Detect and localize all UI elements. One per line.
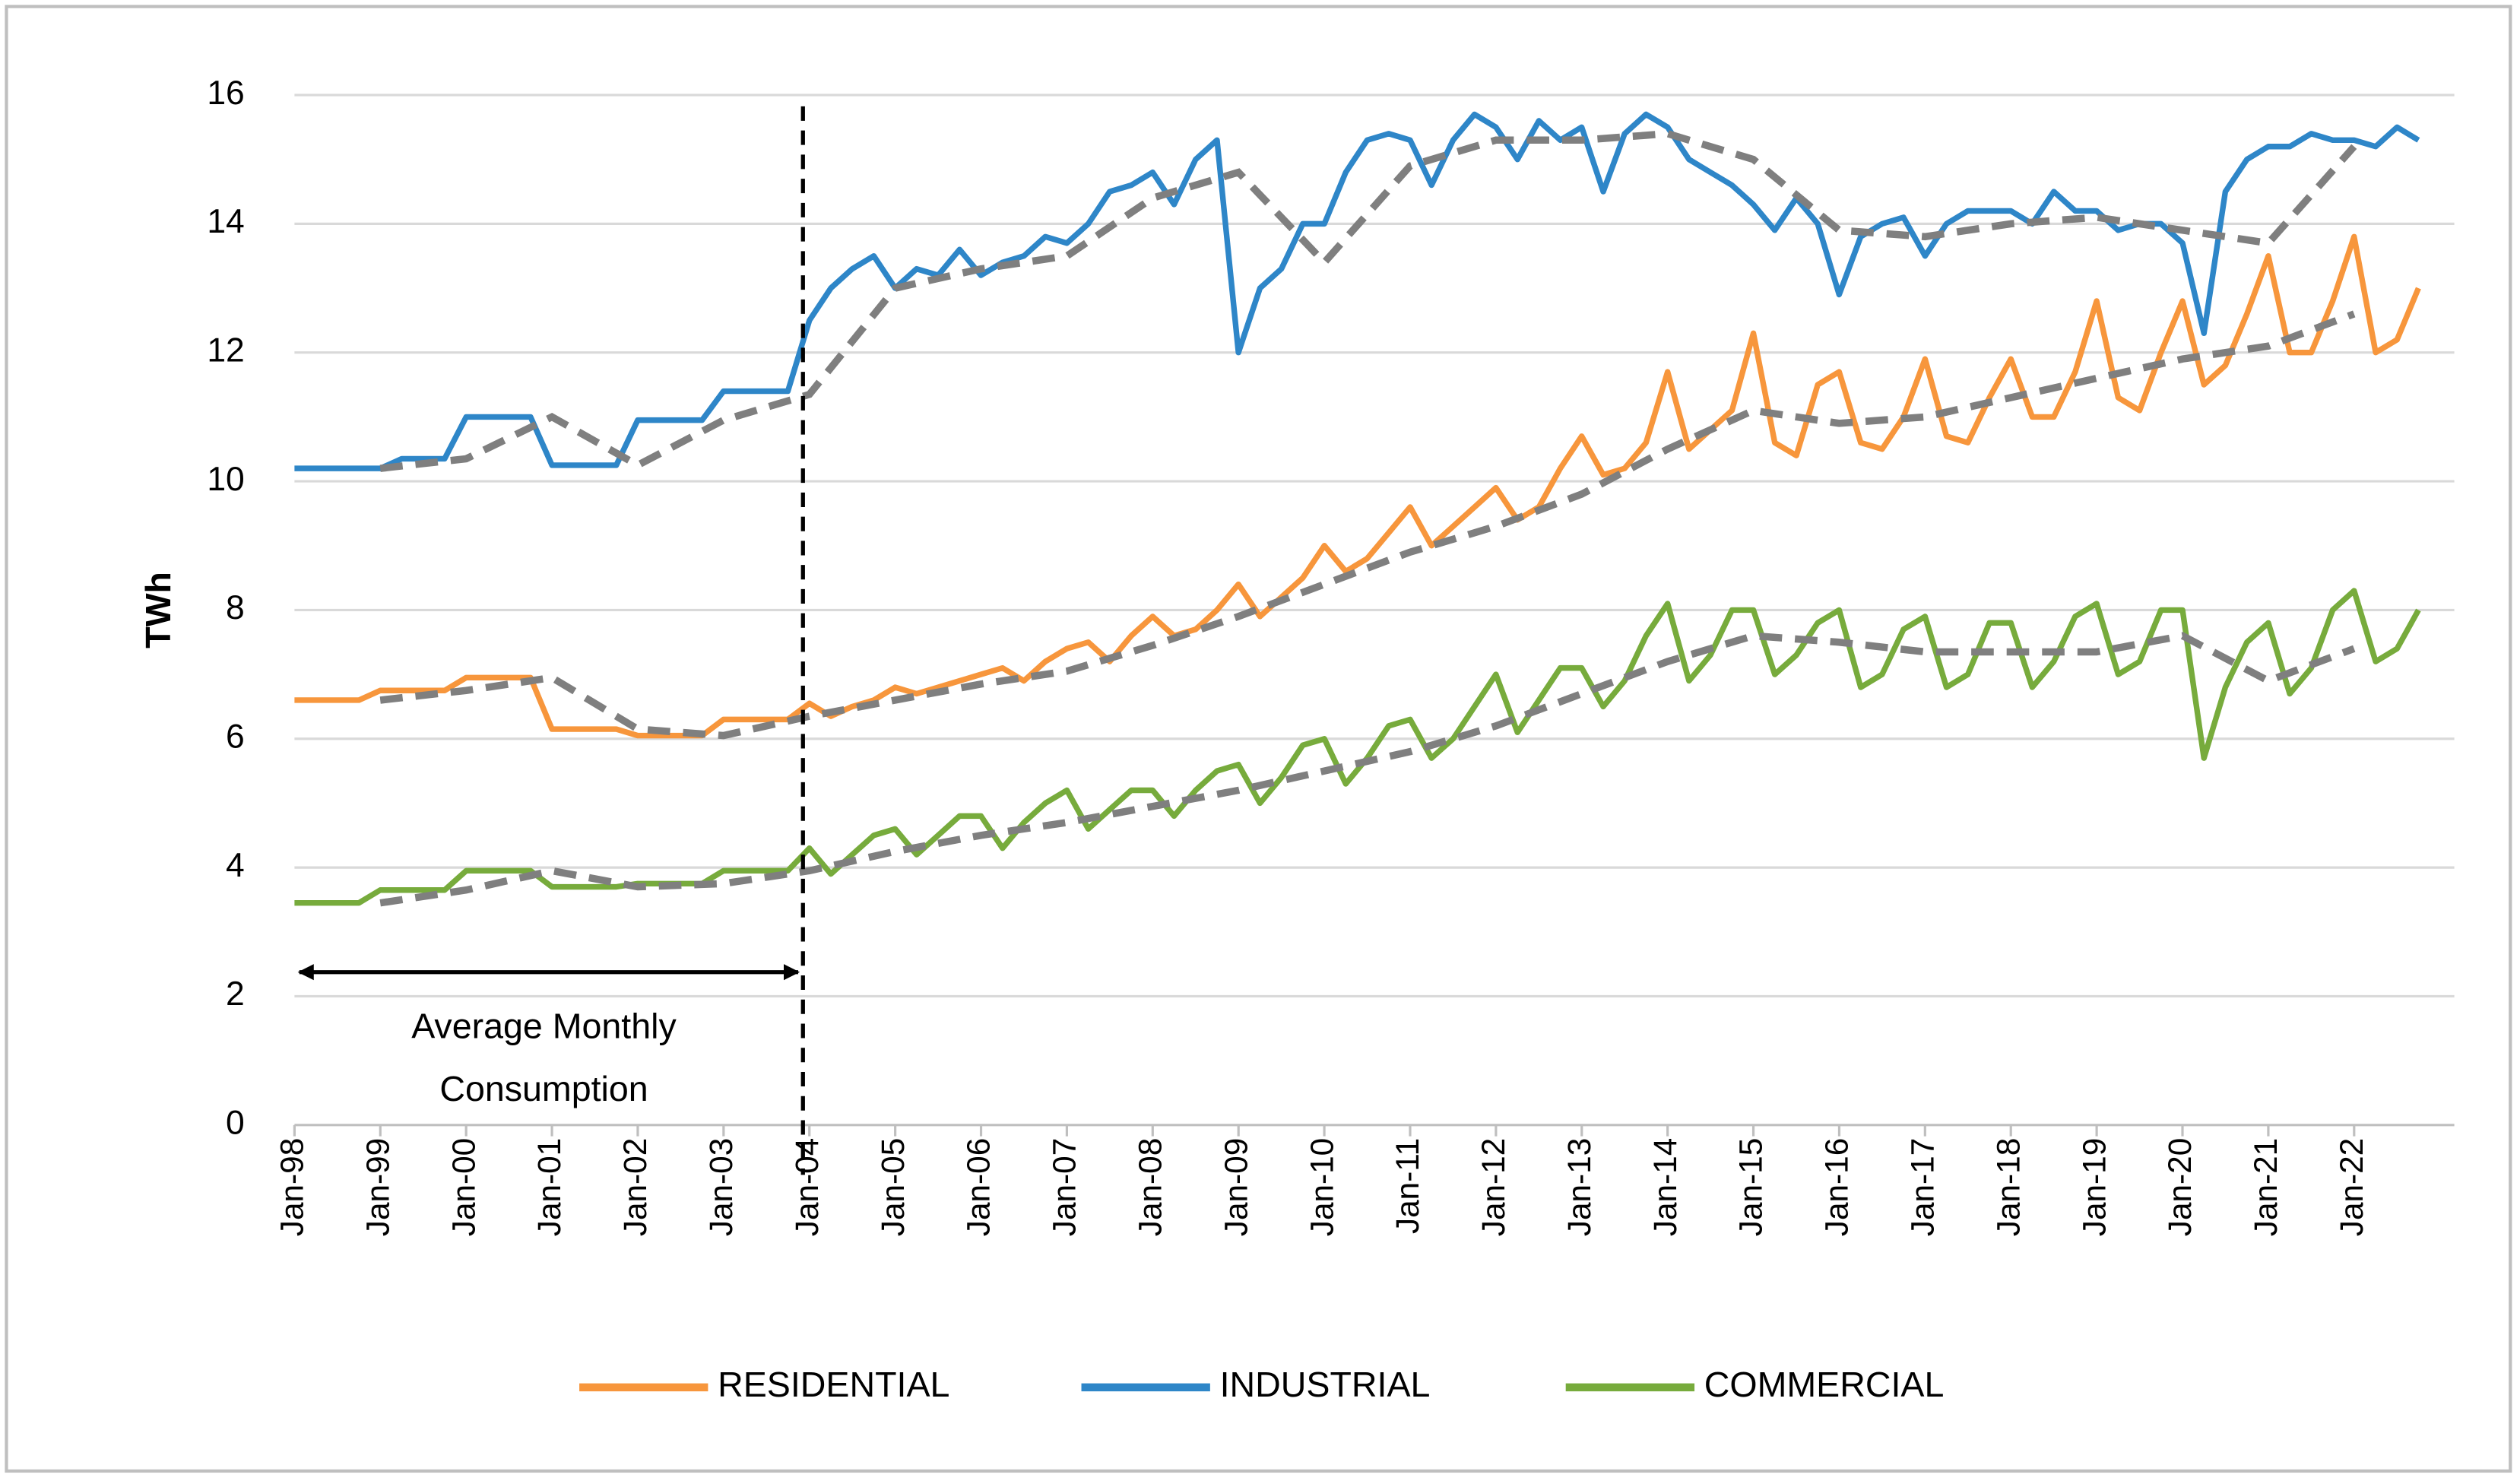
legend-label: RESIDENTIAL bbox=[718, 1365, 949, 1404]
x-tick-label: Jan-18 bbox=[1990, 1138, 2026, 1236]
grid: 0 2 4 6 8 10 12 14 16 Jan-98 Jan-99 Jan-00 Jan-01 Jan… bbox=[207, 75, 2455, 1236]
x-tick-label: Jan-02 bbox=[617, 1138, 653, 1236]
y-tick-label: 10 bbox=[207, 461, 244, 498]
x-tick-label: Jan-14 bbox=[1647, 1138, 1683, 1236]
y-tick-label: 14 bbox=[207, 203, 244, 240]
y-tick-label: 8 bbox=[226, 589, 245, 626]
x-tick-label: Jan-08 bbox=[1132, 1138, 1168, 1236]
x-tick-label: Jan-15 bbox=[1733, 1138, 1769, 1236]
x-tick-label: Jan-19 bbox=[2076, 1138, 2112, 1236]
x-tick-label: Jan-01 bbox=[531, 1138, 567, 1236]
y-tick-label: 12 bbox=[207, 331, 244, 369]
x-tick-label: Jan-00 bbox=[445, 1138, 481, 1236]
series-line bbox=[294, 233, 2421, 739]
series-line bbox=[294, 588, 2421, 906]
y-tick-label: 2 bbox=[226, 975, 245, 1013]
x-tick-label: Jan-09 bbox=[1218, 1138, 1254, 1236]
x-tick-label: Jan-21 bbox=[2248, 1138, 2284, 1236]
x-tick-label: Jan-04 bbox=[789, 1138, 825, 1236]
legend: RESIDENTIAL INDUSTRIAL COMMERCIAL bbox=[579, 1365, 1944, 1404]
series-line bbox=[294, 111, 2420, 471]
annotation: Consumption bbox=[439, 1069, 648, 1108]
y-tick-label: 6 bbox=[226, 718, 245, 756]
x-tick-label: Jan-12 bbox=[1476, 1138, 1511, 1236]
annotation: Average Monthly bbox=[411, 1007, 677, 1046]
x-tick-label: Jan-16 bbox=[1819, 1138, 1855, 1236]
x-tick-label: Jan-10 bbox=[1304, 1138, 1339, 1236]
x-tick-label: Jan-06 bbox=[961, 1138, 997, 1236]
x-tick-label: Jan-20 bbox=[2162, 1138, 2198, 1236]
x-tick-label: Jan-07 bbox=[1047, 1138, 1082, 1236]
legend-label: INDUSTRIAL bbox=[1220, 1365, 1431, 1404]
y-axis-label: TWh bbox=[138, 572, 178, 648]
x-tick-label: Jan-22 bbox=[2334, 1138, 2369, 1236]
trend-line bbox=[379, 310, 2356, 740]
legend-label: COMMERCIAL bbox=[1704, 1365, 1945, 1404]
plot bbox=[294, 106, 2421, 1175]
x-tick-label: Jan-13 bbox=[1561, 1138, 1597, 1236]
x-tick-label: Jan-11 bbox=[1390, 1138, 1425, 1234]
y-tick-label: 0 bbox=[226, 1105, 245, 1142]
y-tick-label: 4 bbox=[226, 847, 245, 884]
x-tick-label: Jan-98 bbox=[274, 1138, 310, 1236]
y-tick-label: 16 bbox=[207, 75, 244, 112]
x-tick-label: Jan-17 bbox=[1905, 1138, 1941, 1236]
trend-line bbox=[379, 632, 2356, 907]
x-tick-label: Jan-99 bbox=[360, 1138, 395, 1236]
x-tick-label: Jan-03 bbox=[703, 1138, 739, 1236]
trend-line bbox=[379, 130, 2357, 472]
x-tick-label: Jan-05 bbox=[875, 1138, 911, 1236]
